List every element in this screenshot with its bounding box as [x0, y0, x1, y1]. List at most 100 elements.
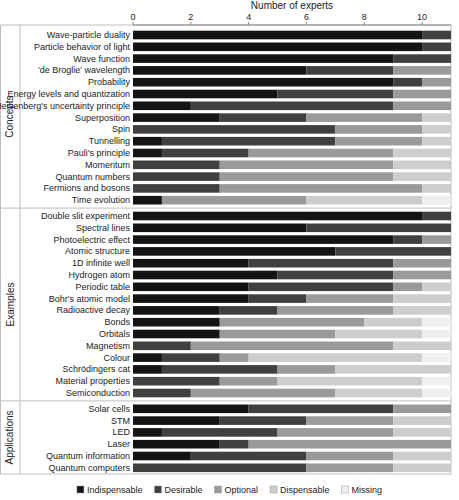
x-tick	[364, 22, 365, 25]
bar-segment	[451, 416, 452, 425]
bar-segment	[220, 113, 307, 122]
legend-label: Indispensable	[87, 485, 143, 495]
bar-segment	[306, 452, 393, 461]
bar-segment	[393, 464, 451, 473]
category-label: Colour	[103, 353, 130, 363]
x-axis-line	[133, 25, 451, 26]
category-label: Superposition	[75, 113, 130, 123]
x-tick	[190, 22, 191, 25]
category-label: Atomic structure	[65, 246, 130, 256]
bar-segment	[451, 235, 452, 244]
bar-segment	[451, 90, 452, 99]
category-label: Probability	[88, 77, 131, 87]
bar-segment	[451, 78, 452, 87]
category-label: Quantum computers	[48, 463, 130, 473]
bar-segment	[422, 389, 451, 398]
bar-segment	[306, 224, 451, 233]
bar-segment	[393, 405, 451, 414]
category-label: Particle behavior of light	[34, 42, 131, 52]
x-tick	[422, 22, 423, 25]
category-label: Time evolution	[72, 195, 130, 205]
bar-segment	[393, 294, 451, 303]
legend-label: Missing	[352, 485, 383, 495]
bar-segment	[133, 428, 162, 437]
category-label: 'de Broglie' wavelength	[38, 65, 130, 75]
bar-segment	[451, 428, 452, 437]
bar-segment	[451, 271, 452, 280]
bar-segment	[451, 259, 452, 268]
bar-segment	[422, 196, 451, 205]
bar-segment	[133, 440, 220, 449]
bar-segment	[451, 172, 452, 181]
bar-segment	[220, 184, 422, 193]
bar-segment	[451, 113, 452, 122]
bar-segment	[249, 440, 451, 449]
category-label: Spectral lines	[76, 223, 131, 233]
bar-segment	[451, 31, 452, 40]
bar-segment	[422, 184, 451, 193]
bar-segment	[133, 125, 335, 134]
category-label: Momentum	[85, 160, 130, 170]
bar-segment	[451, 283, 452, 292]
bar-segment	[451, 294, 452, 303]
bar-segment	[422, 377, 451, 386]
category-label: Schrödingers cat	[62, 364, 130, 374]
bar-segment	[451, 440, 452, 449]
bar-segment	[306, 294, 393, 303]
bar-segment	[393, 78, 422, 87]
category-label: Quantum numbers	[55, 172, 130, 182]
x-tick-label: 4	[246, 12, 251, 22]
bar-segment	[306, 464, 393, 473]
bar-segment	[133, 389, 191, 398]
legend-label: Optional	[225, 485, 259, 495]
bar-segment	[249, 259, 394, 268]
bar-segment	[335, 365, 451, 374]
bar-segment	[422, 113, 451, 122]
x-tick-label: 10	[417, 12, 427, 22]
bar-segment	[451, 405, 452, 414]
legend-swatch	[270, 486, 277, 493]
bar-segment	[249, 405, 394, 414]
bar-segment	[162, 365, 278, 374]
bar-segment	[133, 66, 306, 75]
bar-segment	[451, 125, 452, 134]
x-tick-label: 8	[362, 12, 367, 22]
group-separator	[1, 208, 452, 209]
bar-segment	[133, 90, 278, 99]
bar-segment	[220, 161, 393, 170]
bar-segment	[451, 102, 452, 111]
bar-segment	[451, 405, 452, 414]
bar-segment	[335, 247, 451, 256]
x-tick-label: 0	[130, 12, 135, 22]
bar-segment	[162, 428, 278, 437]
legend-label: Dispensable	[280, 485, 330, 495]
bar-segment	[220, 440, 249, 449]
category-label: Heisenberg's uncertainty principle	[0, 101, 130, 111]
bar-segment	[220, 377, 278, 386]
bar-segment	[278, 365, 336, 374]
bar-segment	[451, 224, 452, 233]
bar-segment	[451, 31, 452, 40]
bar-segment	[451, 247, 452, 256]
bar-segment	[306, 113, 422, 122]
bar-segment	[162, 353, 220, 362]
bar-segment	[220, 330, 336, 339]
category-label: 1D infinite well	[72, 258, 130, 268]
bar-segment	[451, 43, 452, 52]
legend-swatch	[215, 486, 222, 493]
bar-segment	[422, 283, 451, 292]
category-label: Hydrogen atom	[68, 270, 130, 280]
bar-segment	[451, 102, 452, 111]
x-tick	[248, 22, 249, 25]
bar-segment	[133, 464, 306, 473]
bar-segment	[278, 428, 394, 437]
category-label: Spin	[112, 124, 130, 134]
bar-segment	[133, 342, 191, 351]
bar-segment	[393, 54, 451, 63]
category-label: Energy levels and quantization	[7, 89, 130, 99]
bar-segment	[393, 306, 451, 315]
bar-segment	[451, 54, 452, 63]
bar-segment	[133, 365, 162, 374]
category-label: Semiconduction	[66, 388, 130, 398]
bar-segment	[133, 235, 393, 244]
